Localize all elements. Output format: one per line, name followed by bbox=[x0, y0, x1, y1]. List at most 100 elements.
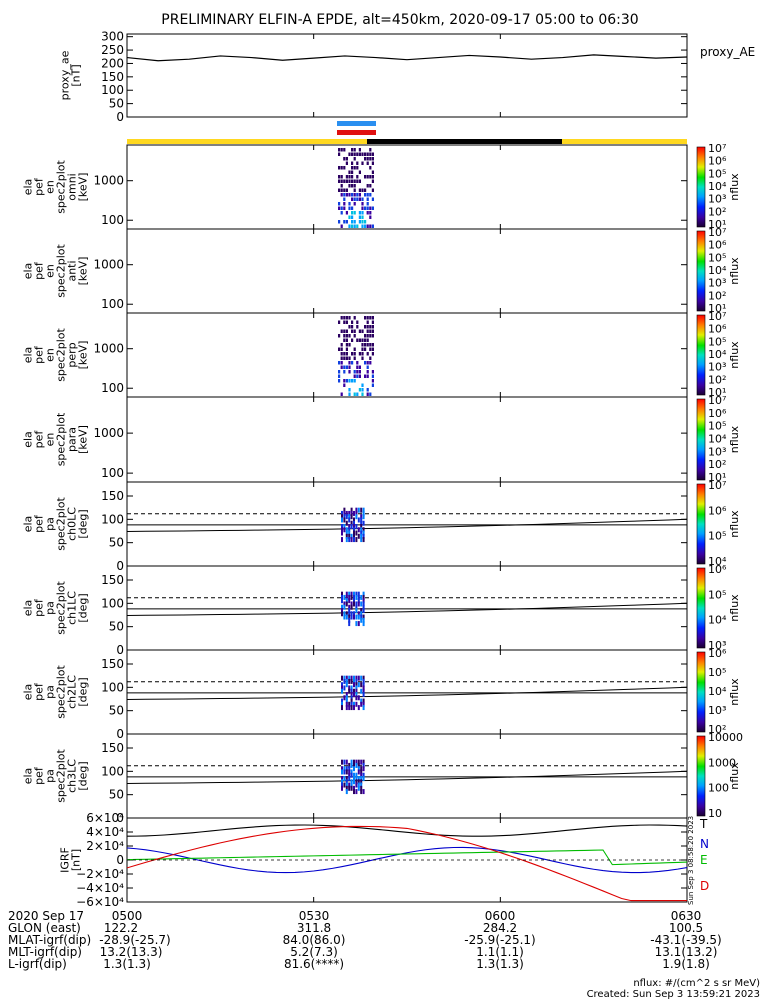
spec-cell bbox=[356, 193, 359, 197]
colorbar-tick-label: 10⁷ bbox=[708, 310, 726, 323]
spec-cell bbox=[348, 325, 351, 329]
pa-cell bbox=[360, 675, 363, 681]
ylabel-ela_pef_pa_spec2plot_ch2LC-line: pa bbox=[44, 685, 57, 699]
colorbar bbox=[696, 567, 706, 649]
spec-cell bbox=[348, 379, 351, 383]
pa-cell bbox=[353, 614, 355, 620]
pa-cell bbox=[350, 688, 353, 694]
ylabel-ela_pef_en_spec2plot_omni-line: omni bbox=[66, 173, 79, 200]
spec-cell bbox=[369, 347, 372, 351]
ylabel-ela_pef_en_spec2plot_perp-line: en bbox=[44, 348, 57, 362]
spec-cell bbox=[353, 316, 356, 320]
pa-cell bbox=[357, 776, 360, 781]
spec-cell bbox=[345, 157, 348, 161]
colorbar-tick-label: 10² bbox=[708, 289, 726, 302]
colorbar-label: nflux bbox=[728, 678, 741, 706]
pa-cell bbox=[348, 514, 351, 520]
pa-cell bbox=[345, 766, 348, 772]
colorbar-tick-label: 10³ bbox=[708, 361, 726, 374]
pa-cell bbox=[360, 789, 363, 795]
spec-cell bbox=[353, 193, 356, 197]
loss-cone-line bbox=[126, 770, 688, 784]
spec-cell bbox=[338, 220, 341, 224]
pa-cell bbox=[341, 785, 343, 791]
colorbar-tick-label: 10³ bbox=[708, 193, 726, 206]
pa-cell bbox=[350, 695, 353, 701]
spec-cell bbox=[348, 370, 351, 374]
ylabel-ela_pef_pa_spec2plot_ch2LC: elapefpaspec2plotch2LC[deg] bbox=[22, 665, 90, 719]
colorbar-tick-label: 10⁵ bbox=[708, 335, 726, 348]
ytick-label: 300 bbox=[101, 30, 124, 44]
colorbar-label: nflux bbox=[728, 510, 741, 538]
colorbar-tick-label: 10¹ bbox=[708, 218, 726, 231]
pa-cell bbox=[348, 594, 351, 600]
pa-cell bbox=[341, 604, 343, 610]
spec-cell bbox=[361, 352, 364, 356]
ytick-label: 100 bbox=[101, 297, 124, 311]
pa-cell bbox=[341, 759, 343, 765]
ylabel-ela_pef_en_spec2plot_omni: elapefenspec2plotomni[keV] bbox=[22, 160, 90, 214]
spec-cell bbox=[345, 338, 348, 342]
pa-cell bbox=[345, 598, 348, 604]
pa-cell bbox=[362, 533, 365, 539]
spec-cell bbox=[366, 175, 369, 179]
colorbar-tick-label: 10³ bbox=[708, 704, 726, 717]
pa-cell bbox=[341, 510, 343, 516]
pa-cell bbox=[350, 510, 353, 516]
spec-cell bbox=[345, 220, 348, 224]
spec-cell bbox=[348, 316, 351, 320]
pa-cell bbox=[357, 591, 360, 597]
spec-cell bbox=[358, 197, 361, 201]
pa-cell bbox=[353, 527, 355, 533]
pa-cell bbox=[355, 682, 358, 688]
ytick-label: 1000 bbox=[93, 342, 124, 356]
spec-cell bbox=[343, 166, 346, 170]
spec-cell bbox=[353, 152, 356, 156]
colorbar-tick-label: 10⁴ bbox=[708, 555, 727, 568]
spec-cell bbox=[340, 211, 343, 215]
spec-cell bbox=[366, 365, 369, 369]
xcol1-time: 0530 bbox=[299, 909, 330, 923]
xcol3-time: 0630 bbox=[671, 909, 702, 923]
spec-cell bbox=[371, 161, 374, 165]
spec-cell bbox=[348, 170, 351, 174]
spec-cell bbox=[343, 338, 346, 342]
ytick-label: 100 bbox=[101, 680, 124, 694]
pa-cell bbox=[357, 598, 360, 604]
loss-cone-line bbox=[126, 518, 688, 532]
spec-cell bbox=[340, 193, 343, 197]
pa-cell bbox=[345, 601, 348, 607]
spec-cell bbox=[348, 334, 351, 338]
pa-cell bbox=[360, 614, 363, 620]
spec-cell bbox=[356, 152, 359, 156]
colorbar-tick-label: 10⁶ bbox=[708, 323, 727, 336]
pa-cell bbox=[345, 514, 348, 520]
ylabel-ela_pef_en_spec2plot_omni-line: spec2plot bbox=[55, 160, 68, 214]
spec-cell bbox=[358, 388, 361, 392]
ytick-label: 100 bbox=[101, 381, 124, 395]
spec-cell bbox=[338, 179, 341, 183]
spec-cell bbox=[343, 334, 346, 338]
colorbar-tick-label: 10⁵ bbox=[708, 251, 726, 264]
ylabel-ela_pef_en_spec2plot_para-line: [keV] bbox=[77, 425, 90, 454]
ytick-label: 50 bbox=[109, 620, 124, 634]
ytick-label: 150 bbox=[101, 741, 124, 755]
ytick-label: 100 bbox=[101, 466, 124, 480]
xcol3-l: 1.9(1.8) bbox=[662, 957, 710, 971]
pa-cell bbox=[357, 759, 360, 765]
spec-cell bbox=[371, 383, 374, 387]
pa-cell bbox=[360, 759, 363, 765]
pa-cell bbox=[355, 621, 358, 627]
ylabel-ela_pef_pa_spec2plot_ch3LC-line: ch3LC bbox=[66, 759, 79, 793]
spec-cell bbox=[345, 365, 348, 369]
spec-cell bbox=[345, 188, 348, 192]
ytick-label: 50 bbox=[109, 704, 124, 718]
pa-cell bbox=[341, 524, 343, 529]
pa-cell bbox=[341, 537, 343, 543]
spec-cell bbox=[366, 197, 369, 201]
pa-cell bbox=[348, 688, 351, 694]
spec-cell bbox=[353, 179, 356, 183]
pa-cell bbox=[353, 785, 355, 791]
spec-cell bbox=[366, 161, 369, 165]
pa-cell bbox=[360, 776, 363, 781]
